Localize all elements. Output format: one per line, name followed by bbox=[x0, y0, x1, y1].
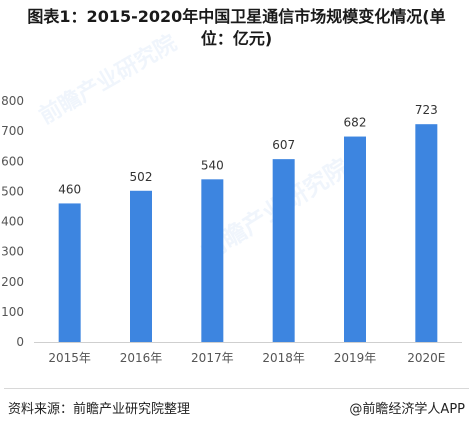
bar-chart: 0 100 200 300 400 500 600 700 800 460 502 540 607 68… bbox=[1, 94, 462, 365]
bar-value-labels: 460 502 540 607 682 723 bbox=[58, 103, 438, 196]
y-tick-label: 700 bbox=[1, 124, 24, 138]
x-tick-label: 2017年 bbox=[191, 351, 234, 365]
x-tick-label: 2018年 bbox=[262, 351, 305, 365]
y-axis-tick-labels: 0 100 200 300 400 500 600 700 800 bbox=[1, 94, 24, 349]
chart-title: 图表1：2015-2020年中国卫星通信市场规模变化情况(单 位：亿元) bbox=[27, 7, 446, 48]
source-note: 资料来源：前瞻产业研究院整理 bbox=[8, 402, 191, 417]
x-axis-tick-labels: 2015年 2016年 2017年 2018年 2019年 2020E bbox=[48, 351, 445, 365]
bar-value-label: 607 bbox=[272, 138, 295, 152]
y-tick-label: 300 bbox=[1, 245, 24, 259]
bar bbox=[201, 179, 224, 342]
y-tick-label: 200 bbox=[1, 275, 24, 289]
bar-value-label: 723 bbox=[415, 103, 438, 117]
bar-value-label: 502 bbox=[130, 170, 153, 184]
bar bbox=[58, 203, 81, 342]
bar-value-label: 460 bbox=[58, 182, 81, 196]
y-tick-label: 0 bbox=[16, 335, 24, 349]
y-tick-label: 100 bbox=[1, 305, 24, 319]
y-tick-label: 400 bbox=[1, 215, 24, 229]
y-tick-label: 800 bbox=[1, 94, 24, 108]
bars-group bbox=[58, 124, 438, 342]
x-tick-label: 2020E bbox=[407, 351, 445, 365]
credit-note: @前瞻经济学人APP bbox=[349, 402, 465, 417]
y-tick-label: 600 bbox=[1, 154, 24, 168]
x-tick-label: 2019年 bbox=[334, 351, 377, 365]
bar bbox=[415, 124, 438, 342]
bar bbox=[344, 136, 366, 342]
bar-value-label: 540 bbox=[201, 158, 224, 172]
footer-divider bbox=[4, 388, 469, 389]
bar-value-label: 682 bbox=[344, 116, 367, 130]
bar bbox=[272, 159, 295, 342]
x-tick-label: 2016年 bbox=[120, 351, 163, 365]
y-tick-label: 500 bbox=[1, 184, 24, 198]
x-tick-label: 2015年 bbox=[48, 351, 91, 365]
bar bbox=[130, 190, 152, 342]
